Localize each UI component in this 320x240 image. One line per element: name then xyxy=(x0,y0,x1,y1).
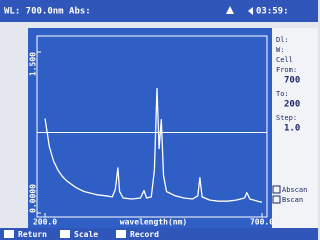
x-tick-label: 700.0 xyxy=(250,218,274,227)
side-item: From: xyxy=(276,66,297,74)
side-item: To: xyxy=(276,90,289,98)
option-label[interactable]: Abscan xyxy=(282,186,307,194)
status-text: WL: 700.0nm Abs: xyxy=(4,7,91,17)
button-label[interactable]: Scale xyxy=(74,230,98,239)
y-tick-label: 1.500 xyxy=(29,52,38,76)
side-item: Step: xyxy=(276,114,297,122)
page: {"status_bar": {"left": "WL: 700.0nm Abs… xyxy=(0,0,318,240)
button-label[interactable]: Record xyxy=(130,230,159,239)
button-label[interactable]: Return xyxy=(18,230,47,239)
button-icon[interactable] xyxy=(116,230,126,238)
button-icon[interactable] xyxy=(60,230,70,238)
side-item: Cell xyxy=(276,56,293,64)
x-axis-label: wavelength(nm) xyxy=(120,218,187,227)
screen: WL: 700.0nm Abs: 03:59: Dl: W: Cell From: 70… xyxy=(0,0,318,240)
button-bar xyxy=(0,228,318,240)
button-icon[interactable] xyxy=(4,230,14,238)
x-tick-label: 200.0 xyxy=(33,218,57,227)
buttons: Return Scale Record xyxy=(4,230,159,239)
option-label[interactable]: Bscan xyxy=(282,196,303,204)
clock: 03:59: xyxy=(256,7,289,17)
side-item: Dl: xyxy=(276,36,289,44)
side-item: 1.0 xyxy=(284,124,300,134)
plot-panel xyxy=(28,28,272,228)
y-tick-label: 0.0000 xyxy=(29,184,38,213)
side-item: 700 xyxy=(284,76,300,86)
side-item: 200 xyxy=(284,100,300,110)
side-item: W: xyxy=(276,46,284,54)
